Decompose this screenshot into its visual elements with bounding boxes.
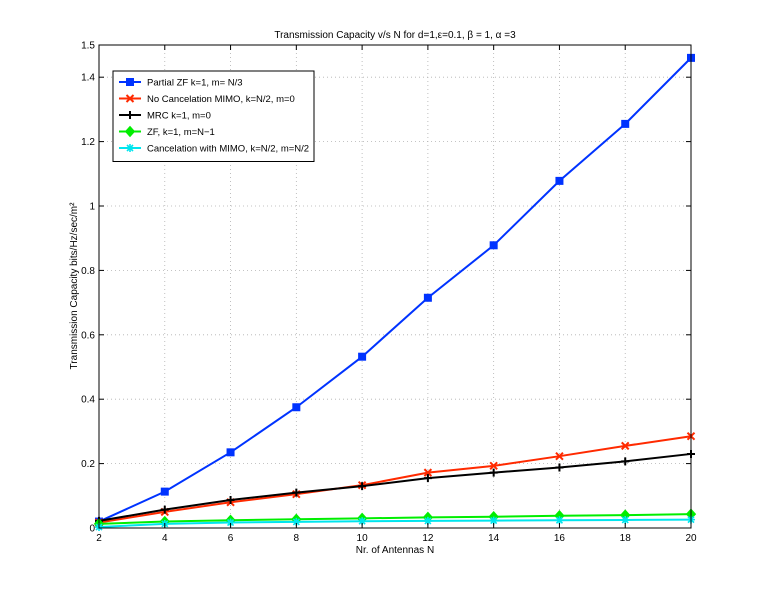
- legend-box: [112, 70, 315, 162]
- legend-marker: [124, 125, 136, 138]
- data-point: [621, 515, 630, 524]
- data-point: [226, 495, 235, 504]
- x-tick-label: 20: [685, 533, 697, 544]
- legend-entry: No Cancelation MIMO, k=N/2, m=0: [119, 94, 295, 105]
- legend-marker: [126, 111, 134, 119]
- legend-marker: [126, 78, 134, 86]
- x-tick-label: 6: [228, 533, 234, 544]
- data-point: [555, 451, 564, 461]
- data-point: [555, 463, 564, 472]
- data-point: [489, 468, 498, 477]
- y-tick-label: 0: [89, 524, 95, 535]
- y-tick-label: 0.8: [81, 266, 95, 277]
- data-point: [555, 176, 564, 185]
- chart-title: Transmission Capacity v/s N for d=1,ε=0.…: [274, 30, 516, 41]
- series-line: [98, 435, 692, 524]
- legend-label: Cancelation with MIMO, k=N/2, m=N/2: [147, 144, 309, 155]
- x-tick-label: 2: [96, 533, 102, 544]
- data-point: [358, 517, 367, 526]
- x-tick-label: 8: [294, 533, 300, 544]
- x-tick-label: 18: [620, 533, 632, 544]
- y-tick-label: 1.2: [81, 137, 95, 148]
- legend-entry: Cancelation with MIMO, k=N/2, m=N/2: [119, 144, 309, 155]
- data-point: [621, 457, 630, 466]
- y-tick-label: 1.5: [81, 41, 95, 52]
- series-line: [98, 518, 692, 529]
- legend-label: No Cancelation MIMO, k=N/2, m=0: [147, 94, 295, 105]
- x-tick-label: 16: [554, 533, 566, 544]
- data-point: [423, 474, 432, 483]
- data-point: [621, 119, 630, 128]
- x-tick-label: 4: [162, 533, 168, 544]
- legend-label: MRC k=1, m=0: [147, 111, 211, 122]
- legend-marker: [126, 144, 134, 152]
- data-point: [160, 505, 169, 514]
- legend-marker: [125, 94, 135, 103]
- data-point: [292, 517, 301, 526]
- data-point: [358, 482, 367, 491]
- legend-entry: MRC k=1, m=0: [119, 111, 211, 122]
- axis-ticks: 2 4 6 8 10 12 14 16 18 20 0 0.2 0.4 0.6 0.8 1 1.2 1.4 1.5: [81, 41, 697, 545]
- data-point: [226, 518, 235, 527]
- data-point: [423, 468, 433, 477]
- plot-frame: [98, 44, 692, 529]
- data-point: [423, 293, 432, 302]
- y-tick-label: 0.2: [81, 459, 95, 470]
- legend-label: Partial ZF k=1, m= N/3: [147, 78, 243, 89]
- x-axis-label: Nr. of Antennas N: [356, 545, 434, 556]
- series-layer: [93, 53, 697, 532]
- data-point: [555, 516, 564, 525]
- legend-entry: ZF, k=1, m=N−1: [119, 125, 215, 138]
- y-tick-label: 0.6: [81, 330, 95, 341]
- series-line: [98, 57, 692, 523]
- series-line: [98, 513, 692, 525]
- data-point: [621, 441, 630, 451]
- data-point: [489, 516, 498, 525]
- data-point: [358, 352, 367, 361]
- x-tick-label: 14: [488, 533, 500, 544]
- data-point: [226, 448, 235, 457]
- series-line: [98, 452, 692, 522]
- legend: Partial ZF k=1, m= N/3 No Cancelation MIM…: [112, 70, 315, 162]
- data-point: [489, 241, 498, 250]
- y-tick-label: 1: [89, 202, 95, 213]
- legend-entry: Partial ZF k=1, m= N/3: [119, 78, 243, 89]
- x-tick-label: 12: [422, 533, 434, 544]
- data-point: [160, 487, 169, 496]
- data-point: [292, 488, 301, 497]
- x-tick-label: 10: [357, 533, 369, 544]
- y-tick-label: 0.4: [81, 395, 95, 406]
- data-point: [292, 403, 301, 412]
- y-axis-label: Transmission Capacity bits/Hz/sec/m²: [69, 202, 80, 370]
- legend-label: ZF, k=1, m=N−1: [147, 127, 215, 138]
- data-point: [423, 516, 432, 525]
- data-point: [489, 461, 498, 471]
- y-tick-label: 1.4: [81, 73, 95, 84]
